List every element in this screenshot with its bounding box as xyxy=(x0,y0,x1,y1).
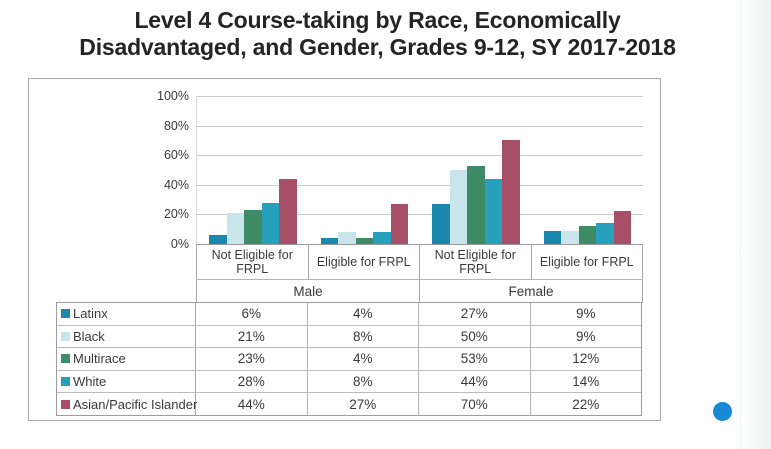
gender-group-label: Male xyxy=(197,280,420,303)
bar-white xyxy=(596,223,614,244)
bar-multirace xyxy=(355,238,373,244)
legend-cell: Asian/Pacific Islander xyxy=(57,393,198,415)
value-cell: 8% xyxy=(308,370,419,393)
table-row: Black 21% 8% 50% 9% xyxy=(57,325,641,349)
bar-black xyxy=(338,232,356,244)
value-cell: 50% xyxy=(419,325,531,348)
data-table: Latinx 6% 4% 27% 9% Black 21% 8% 50% 9% Multirace 2… xyxy=(56,302,642,416)
bar-group xyxy=(309,96,421,244)
value-cell: 9% xyxy=(575,328,596,344)
value-cell: 53% xyxy=(419,348,531,370)
legend-swatch-icon xyxy=(61,377,70,387)
bar-white xyxy=(484,178,502,244)
y-axis-tick-label: 20% xyxy=(163,207,189,222)
table-row: Latinx 6% 4% 27% 9% xyxy=(57,303,641,326)
series-name: Asian/Pacific Islander xyxy=(73,396,198,412)
bar-groups xyxy=(197,96,643,244)
bar-multirace xyxy=(244,209,262,244)
page-edge xyxy=(740,0,771,449)
bar-latinx xyxy=(432,204,450,244)
value-cell: 27% xyxy=(308,393,419,415)
value-cell: 23% xyxy=(196,348,308,370)
gridline xyxy=(197,96,643,97)
gridline xyxy=(197,184,643,186)
value-cell: 44% xyxy=(419,370,531,393)
legend-cell: Multirace xyxy=(57,348,196,370)
value-cell: 9% xyxy=(575,306,596,322)
bullet-dot xyxy=(713,402,732,421)
category-axis: Not Eligible for FRPL Eligible for FRPL No… xyxy=(196,244,643,279)
value-cell: 14% xyxy=(572,374,600,390)
legend-cell: White xyxy=(57,370,196,393)
series-name: White xyxy=(73,374,107,390)
y-axis-tick-label: 0% xyxy=(170,237,189,251)
value-cell: 70% xyxy=(419,393,531,415)
gridline xyxy=(197,155,643,157)
value-cell: 4% xyxy=(308,348,419,370)
bar-asian-pacific-islander xyxy=(279,178,297,244)
legend-swatch-icon xyxy=(61,354,70,364)
value-cell: 28% xyxy=(196,370,308,393)
table-row: White 28% 8% 44% 14% xyxy=(57,370,641,394)
page-title-line1: Level 4 Course-taking by Race, Economica… xyxy=(134,7,621,33)
category-label: Eligible for FRPL xyxy=(309,244,420,279)
legend-swatch-icon xyxy=(61,399,70,409)
bar-black xyxy=(561,230,579,244)
value-cell: 21% xyxy=(196,325,308,348)
bar-black xyxy=(226,212,244,244)
plot-area xyxy=(196,96,643,245)
bar-multirace xyxy=(467,165,485,244)
value-cell: 44% xyxy=(196,393,308,415)
bar-latinx xyxy=(543,230,561,244)
bar-latinx xyxy=(209,235,227,244)
bar-black xyxy=(449,170,467,244)
y-axis-tick-label: 100% xyxy=(157,89,189,103)
series-name: Latinx xyxy=(73,306,108,322)
gridline xyxy=(197,214,643,216)
value-cell: 4% xyxy=(308,303,419,325)
bar-asian-pacific-islander xyxy=(390,204,408,244)
value-cell: 12% xyxy=(572,351,600,367)
page-title-line2: Disadvantaged, and Gender, Grades 9-12, … xyxy=(79,34,676,60)
gridline xyxy=(197,125,643,127)
series-name: Multirace xyxy=(73,351,126,367)
bar-latinx xyxy=(320,238,338,244)
bar-multirace xyxy=(578,226,596,244)
y-axis-tick-label: 40% xyxy=(163,177,189,192)
legend-cell: Black xyxy=(57,325,196,348)
category-label: Not Eligible for FRPL xyxy=(197,244,309,279)
y-axis-tick-label: 60% xyxy=(163,148,189,163)
bar-white xyxy=(261,202,279,244)
page-title: Level 4 Course-taking by Race, Economica… xyxy=(0,7,755,61)
legend-swatch-icon xyxy=(61,309,70,319)
bar-white xyxy=(373,232,391,244)
table-row: Asian/Pacific Islander 44% 27% 70% 22% xyxy=(57,393,641,415)
legend-cell: Latinx xyxy=(57,303,196,325)
series-name: Black xyxy=(73,328,105,344)
category-label: Not Eligible for FRPL xyxy=(420,244,532,279)
gender-axis: Male Female xyxy=(196,279,643,303)
value-cell: 27% xyxy=(419,303,531,325)
bar-group xyxy=(197,96,309,244)
category-label: Eligible for FRPL xyxy=(532,244,643,279)
legend-swatch-icon xyxy=(61,331,70,341)
value-cell: 8% xyxy=(308,325,419,348)
gender-group-label: Female xyxy=(420,280,643,303)
table-row: Multirace 23% 4% 53% 12% xyxy=(57,348,641,371)
bar-group xyxy=(532,96,644,244)
chart-panel: 100% 80% 60% 40% 20% 0% Not Eligible for FRPL… xyxy=(28,78,661,421)
y-axis-tick-label: 80% xyxy=(163,118,189,133)
value-cell: 22% xyxy=(572,396,600,412)
value-cell: 6% xyxy=(196,303,308,325)
bar-asian-pacific-islander xyxy=(502,140,520,244)
bar-asian-pacific-islander xyxy=(613,211,631,244)
bar-group xyxy=(420,96,532,244)
